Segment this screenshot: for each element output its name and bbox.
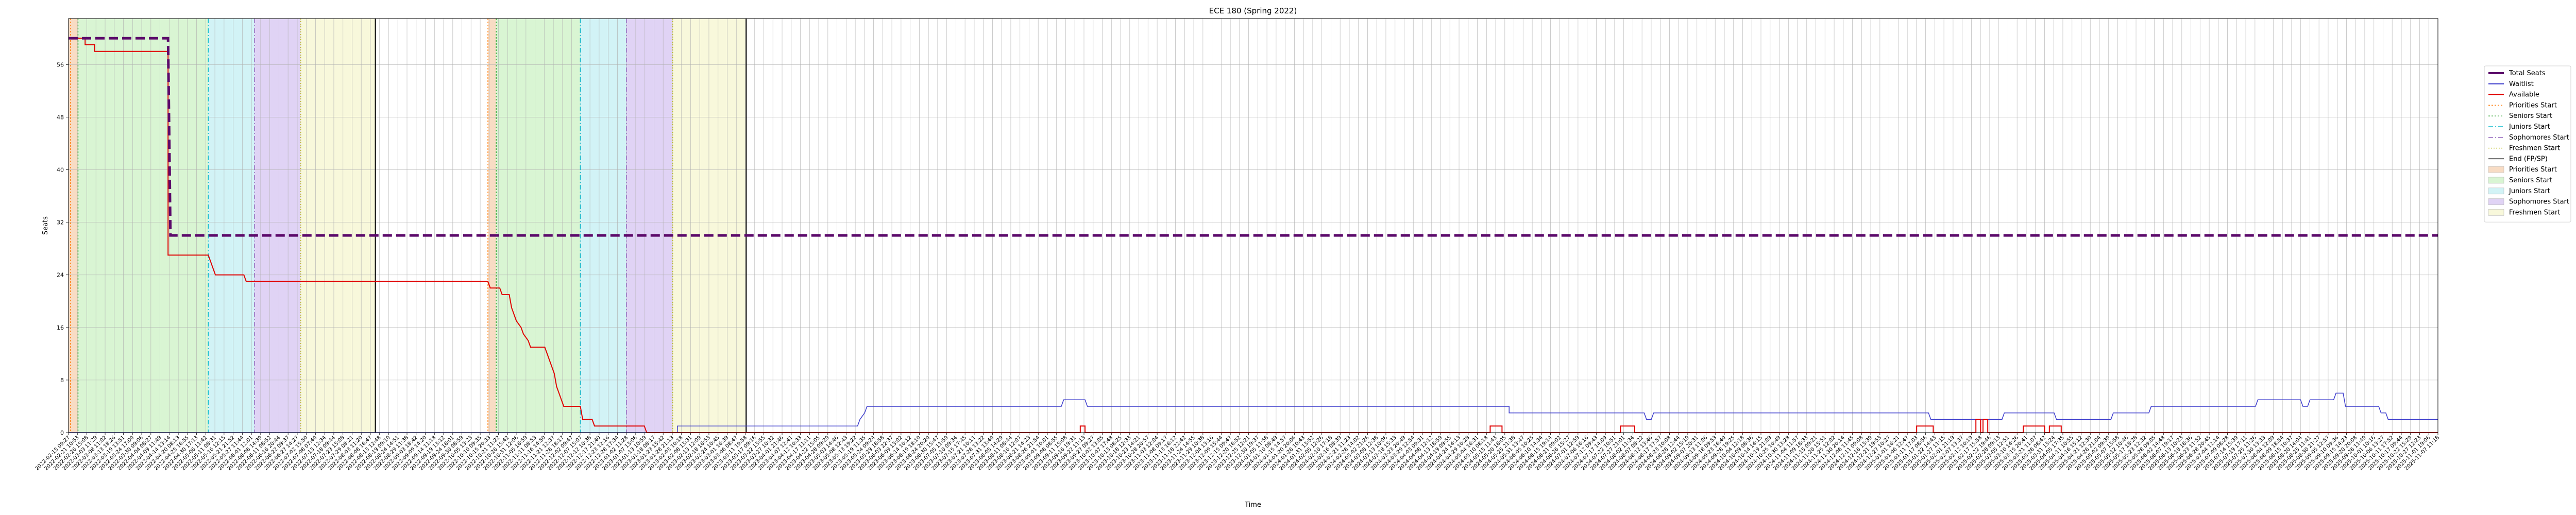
- legend-label: Seniors Start: [2509, 112, 2552, 120]
- legend-patch-juniors-start: [2488, 187, 2504, 195]
- legend-patch-seniors-start: [2488, 177, 2504, 184]
- y-tick-label: 56: [57, 61, 64, 68]
- legend-label: Priorities Start: [2509, 166, 2557, 174]
- legend-label: Sophomores Start: [2509, 134, 2569, 142]
- legend-label: Available: [2509, 91, 2539, 99]
- chart-title: ECE 180 (Spring 2022): [1209, 6, 1297, 15]
- phase-span-sophomores-start-3: [255, 19, 301, 433]
- legend-label: Priorities Start: [2509, 101, 2557, 109]
- legend-label: Juniors Start: [2509, 187, 2550, 195]
- plot-frame: [68, 18, 2438, 433]
- legend-box: [2484, 65, 2571, 222]
- phase-span-juniors-start-7: [580, 19, 627, 433]
- x-axis-label: Time: [1244, 501, 1261, 509]
- legend-label: Freshmen Start: [2509, 209, 2560, 216]
- phase-span-seniors-start-1: [78, 19, 209, 433]
- legend-label: Sophomores Start: [2509, 198, 2569, 206]
- legend: Total Seats Waitlist Available Priorities S…: [2484, 65, 2571, 222]
- legend-label: End (FP/SP): [2509, 155, 2548, 163]
- legend-label: Juniors Start: [2509, 123, 2550, 131]
- legend-patch-sophomores-start: [2488, 198, 2504, 205]
- y-tick-label: 40: [57, 167, 64, 174]
- y-tick-label: 16: [57, 324, 64, 331]
- phase-span-juniors-start-2: [208, 19, 255, 433]
- phase-span-priorities-start-0: [69, 19, 78, 433]
- legend-patch-freshmen-start: [2488, 209, 2504, 216]
- y-tick-label: 48: [57, 114, 64, 121]
- y-axis-label: Seats: [42, 216, 49, 235]
- legend-label: Freshmen Start: [2509, 145, 2560, 152]
- phase-span-sophomores-start-8: [626, 19, 673, 433]
- series-waitlist-line: [69, 392, 2438, 433]
- phase-span-priorities-start-5: [488, 19, 497, 433]
- legend-label: Waitlist: [2509, 80, 2534, 88]
- series-available-line: [69, 38, 2438, 433]
- legend-patch-priorities-start: [2488, 166, 2504, 173]
- y-tick-label: 24: [57, 272, 64, 279]
- legend-label: Seniors Start: [2509, 177, 2552, 184]
- phase-span-freshmen-start-4: [300, 19, 376, 433]
- phase-span-freshmen-start-9: [672, 19, 747, 433]
- y-tick-label: 8: [60, 377, 64, 384]
- y-tick-label: 0: [60, 430, 64, 436]
- y-tick-label: 32: [57, 219, 64, 226]
- phase-span-seniors-start-6: [496, 19, 581, 433]
- legend-label: Total Seats: [2509, 70, 2546, 77]
